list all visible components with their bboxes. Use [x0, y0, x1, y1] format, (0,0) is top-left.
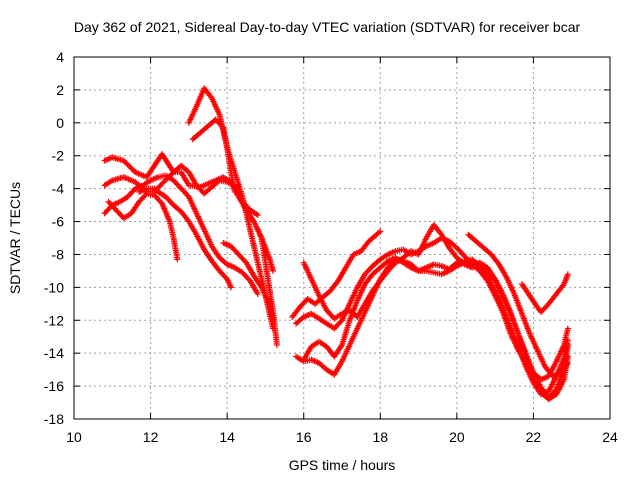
x-tick-label: 20	[449, 429, 465, 445]
series-arc-p	[518, 271, 571, 316]
data-point	[227, 284, 234, 291]
y-tick-label: 2	[56, 82, 64, 98]
data-point	[273, 341, 280, 348]
series-arc-d	[105, 190, 181, 263]
y-tick-label: -10	[44, 279, 64, 295]
x-tick-label: 12	[143, 429, 159, 445]
data-series	[101, 85, 571, 403]
chart-title: Day 362 of 2021, Sidereal Day-to-day VTE…	[74, 19, 581, 35]
x-tick-label: 22	[526, 429, 542, 445]
x-tick-label: 14	[219, 429, 235, 445]
data-point	[564, 360, 571, 367]
axis-ticks: 10 12 14 16 18 20 22 24-18-16-14-12-10-8-6-4-20…	[44, 49, 618, 445]
y-axis-label: SDTVAR / TECUs	[7, 182, 23, 294]
y-tick-label: -4	[52, 181, 65, 197]
data-point	[142, 191, 149, 198]
series-arc-i	[254, 226, 277, 274]
y-tick-label: -16	[44, 378, 64, 394]
y-tick-label: -2	[52, 148, 65, 164]
data-point	[377, 228, 384, 235]
data-point	[245, 276, 252, 283]
x-tick-label: 10	[66, 429, 82, 445]
data-point	[270, 267, 277, 274]
x-tick-label: 18	[372, 429, 388, 445]
y-tick-label: 4	[56, 49, 64, 65]
series-arc-n	[300, 254, 571, 398]
series-arc-f	[185, 85, 277, 332]
series-arc-g	[189, 116, 238, 195]
y-tick-label: -8	[52, 246, 65, 262]
y-tick-label: -6	[52, 214, 65, 230]
data-point	[222, 274, 229, 281]
plot-frame	[73, 56, 611, 420]
data-point	[157, 199, 164, 206]
data-point	[564, 337, 571, 344]
data-point	[254, 211, 261, 218]
data-point	[242, 258, 249, 265]
data-point	[219, 123, 226, 130]
data-point	[376, 229, 383, 236]
x-axis-label: GPS time / hours	[289, 457, 396, 473]
data-point	[270, 317, 277, 324]
data-point	[564, 271, 571, 278]
series-arc-e	[136, 185, 234, 291]
x-tick-label: 16	[296, 429, 312, 445]
y-tick-label: -18	[44, 411, 64, 427]
x-tick-label: 24	[602, 429, 618, 445]
data-point	[231, 188, 238, 195]
y-tick-label: -14	[44, 345, 64, 361]
data-point	[337, 318, 344, 325]
data-point	[564, 325, 571, 332]
data-point	[184, 192, 191, 199]
data-point	[270, 325, 277, 332]
series-arc-h	[220, 239, 277, 324]
data-point	[215, 178, 222, 185]
series-arc-o	[465, 231, 571, 380]
data-point	[174, 256, 181, 263]
data-point	[452, 260, 459, 267]
y-tick-label: 0	[56, 115, 64, 131]
y-tick-label: -12	[44, 312, 64, 328]
series-arc-c	[101, 172, 261, 297]
data-point	[254, 290, 261, 297]
